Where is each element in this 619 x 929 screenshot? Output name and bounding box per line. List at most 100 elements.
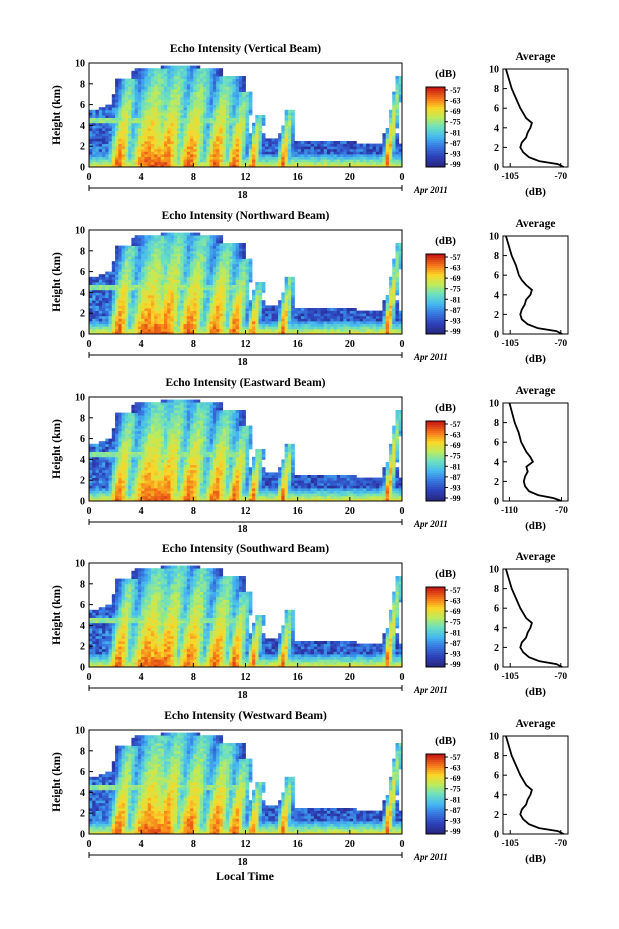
heatmap-cell	[235, 143, 240, 147]
heatmap-cell	[196, 318, 201, 322]
heatmap-cell	[388, 117, 393, 121]
heatmap-cell	[209, 295, 214, 298]
heatmap-cell	[388, 122, 393, 126]
heatmap-cell	[203, 302, 207, 306]
heatmap-cell	[206, 263, 211, 267]
heatmap-cell	[163, 271, 168, 275]
heatmap-cell	[232, 261, 237, 265]
colorbar-segment	[426, 256, 445, 259]
heatmap-cell	[118, 146, 122, 150]
heatmap-cell	[150, 112, 155, 116]
heatmap-cell	[167, 148, 171, 152]
heatmap-cell	[323, 154, 328, 157]
heatmap-cell	[134, 253, 139, 257]
heatmap-cell	[121, 297, 126, 301]
heatmap-cell	[115, 99, 119, 103]
heatmap-cell	[238, 305, 243, 309]
heatmap-cell	[287, 289, 292, 293]
heatmap-cell	[134, 68, 139, 72]
heatmap-cell	[196, 258, 201, 262]
heatmap-cell	[131, 96, 136, 100]
heatmap-cell	[346, 326, 351, 330]
heatmap-cell	[219, 130, 224, 134]
heatmap-cell	[261, 138, 266, 142]
heatmap-cell	[144, 125, 149, 129]
heatmap-cell	[235, 128, 240, 131]
heatmap-cell	[118, 141, 122, 144]
heatmap-cell	[317, 323, 321, 327]
heatmap-cell	[398, 253, 403, 257]
heatmap-cell	[320, 141, 325, 144]
heatmap-cell	[232, 313, 237, 317]
heatmap-cell	[141, 297, 145, 301]
heatmap-cell	[98, 161, 103, 165]
heatmap-cell	[92, 310, 96, 314]
heatmap-cell	[105, 141, 109, 144]
heatmap-cell	[379, 154, 383, 157]
heatmap-cell	[177, 81, 181, 85]
heatmap-cell	[141, 261, 145, 265]
heatmap-cell	[398, 245, 403, 249]
heatmap-cell	[137, 115, 142, 118]
heatmap-cell	[92, 449, 96, 452]
heatmap-cell	[147, 89, 152, 92]
heatmap-cell	[134, 310, 139, 314]
heatmap-cell	[137, 305, 142, 309]
heatmap-cell	[235, 297, 240, 301]
heatmap-cell	[157, 292, 162, 296]
heatmap-cell	[385, 156, 390, 160]
heatmap-cell	[163, 133, 168, 137]
heatmap-cell	[199, 266, 204, 270]
heatmap-cell	[196, 96, 201, 100]
heatmap-cell	[238, 258, 243, 262]
heatmap-cell	[180, 76, 184, 79]
heatmap-cell	[248, 263, 253, 267]
heatmap-cell	[170, 321, 175, 324]
heatmap-cell	[209, 240, 214, 244]
heatmap-cell	[206, 109, 211, 113]
heatmap-cell	[284, 112, 289, 116]
heatmap-cell	[216, 83, 220, 87]
heatmap-cell	[89, 482, 93, 486]
heatmap-cell	[147, 107, 152, 111]
colorbar-tick-label: -75	[450, 285, 461, 294]
heatmap-cell	[134, 107, 139, 111]
heatmap-cell	[124, 164, 129, 168]
heatmap-cell	[163, 263, 168, 267]
heatmap-cell	[366, 143, 370, 147]
heatmap-cell	[229, 271, 233, 275]
heatmap-cell	[128, 159, 132, 163]
heatmap-cell	[252, 315, 256, 319]
colorbar-tick-label: -63	[450, 97, 461, 106]
heatmap-cell	[121, 318, 126, 322]
heatmap-cell	[193, 266, 197, 270]
heatmap-cell	[131, 321, 136, 324]
heatmap-cell	[180, 112, 184, 116]
heatmap-cell	[89, 300, 93, 304]
heatmap-cell	[395, 159, 400, 163]
heatmap-cell	[186, 86, 191, 90]
date-label: Apr 2011	[413, 185, 448, 195]
heatmap-cell	[118, 94, 122, 98]
heatmap-cell	[102, 112, 106, 116]
heatmap-cell	[392, 321, 396, 324]
heatmap-cell	[235, 122, 240, 126]
heatmap-cell	[395, 89, 400, 92]
heatmap-cell	[395, 148, 400, 152]
profile-y-tick-label: 6	[494, 104, 499, 115]
heatmap-cell	[163, 287, 168, 291]
heatmap-cell	[284, 151, 289, 155]
heatmap-cell	[102, 485, 106, 489]
heatmap-cell	[147, 266, 152, 270]
heatmap-cell	[284, 295, 289, 298]
heatmap-cell	[147, 120, 152, 124]
heatmap-cell	[177, 323, 181, 327]
heatmap-cell	[177, 256, 181, 259]
heatmap-cell	[102, 302, 106, 306]
heatmap-cell	[206, 269, 211, 272]
heatmap-cell	[134, 331, 139, 335]
heatmap-cell	[131, 161, 136, 165]
heatmap-cell	[271, 308, 276, 311]
heatmap-cell	[291, 138, 295, 142]
heatmap-cell	[121, 138, 126, 142]
